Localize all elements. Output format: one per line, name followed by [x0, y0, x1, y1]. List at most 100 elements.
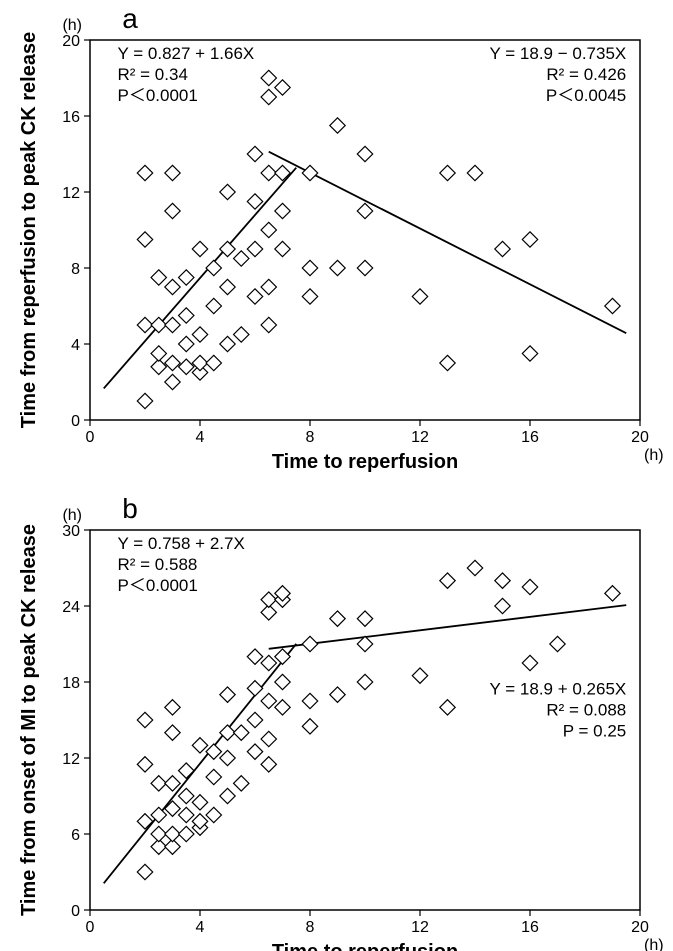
- data-point: [467, 165, 482, 180]
- data-point: [234, 327, 249, 342]
- data-point: [275, 586, 290, 601]
- x-tick-label: 16: [521, 429, 539, 446]
- data-point: [275, 649, 290, 664]
- data-point: [165, 317, 180, 332]
- regression-line: [269, 152, 627, 333]
- data-point: [275, 165, 290, 180]
- data-point: [151, 776, 166, 791]
- data-point: [206, 744, 221, 759]
- data-point: [137, 317, 152, 332]
- data-point: [302, 636, 317, 651]
- x-unit-label: (h): [644, 937, 664, 951]
- data-point: [357, 611, 372, 626]
- x-tick-label: 20: [631, 919, 649, 936]
- data-point: [165, 700, 180, 715]
- y-tick-label: 12: [62, 185, 80, 202]
- data-point: [412, 668, 427, 683]
- data-point: [165, 801, 180, 816]
- data-point: [247, 241, 262, 256]
- y-tick-label: 12: [62, 751, 80, 768]
- x-tick-label: 8: [306, 919, 315, 936]
- x-axis-label: Time to reperfusion: [272, 451, 458, 473]
- data-point: [151, 317, 166, 332]
- data-point: [179, 308, 194, 323]
- data-point: [179, 826, 194, 841]
- data-point: [275, 241, 290, 256]
- y-unit-label: (h): [62, 17, 82, 34]
- x-tick-label: 4: [196, 919, 205, 936]
- data-point: [261, 89, 276, 104]
- data-point: [192, 795, 207, 810]
- data-point: [179, 788, 194, 803]
- data-point: [302, 289, 317, 304]
- y-tick-label: 20: [62, 33, 80, 50]
- data-point: [275, 700, 290, 715]
- y-tick-label: 0: [71, 413, 80, 430]
- data-point: [206, 769, 221, 784]
- equation-text: R² = 0.588: [118, 555, 198, 574]
- data-point: [261, 165, 276, 180]
- data-point: [192, 738, 207, 753]
- data-point: [522, 346, 537, 361]
- data-point: [261, 279, 276, 294]
- data-point: [261, 605, 276, 620]
- data-point: [522, 655, 537, 670]
- data-point: [192, 814, 207, 829]
- data-point: [440, 700, 455, 715]
- data-point: [220, 279, 235, 294]
- data-point: [495, 573, 510, 588]
- data-point: [220, 725, 235, 740]
- data-point: [275, 203, 290, 218]
- data-point: [220, 750, 235, 765]
- y-tick-label: 24: [62, 599, 80, 616]
- data-point: [357, 636, 372, 651]
- data-point: [261, 317, 276, 332]
- y-unit-label: (h): [62, 507, 82, 524]
- data-point: [275, 674, 290, 689]
- x-tick-label: 12: [411, 919, 429, 936]
- figure: 048121620048121620Time to reperfusionTim…: [0, 0, 673, 951]
- data-point: [220, 788, 235, 803]
- data-point: [302, 260, 317, 275]
- data-point: [495, 598, 510, 613]
- data-point: [137, 814, 152, 829]
- data-point: [151, 270, 166, 285]
- data-point: [192, 820, 207, 835]
- data-point: [192, 365, 207, 380]
- data-point: [275, 592, 290, 607]
- y-tick-label: 0: [71, 903, 80, 920]
- data-point: [605, 586, 620, 601]
- data-point: [330, 118, 345, 133]
- data-point: [412, 289, 427, 304]
- data-point: [192, 241, 207, 256]
- y-tick-label: 30: [62, 523, 80, 540]
- data-point: [330, 260, 345, 275]
- data-point: [151, 359, 166, 374]
- y-tick-label: 16: [62, 109, 80, 126]
- data-point: [357, 146, 372, 161]
- data-point: [247, 146, 262, 161]
- data-point: [165, 203, 180, 218]
- data-point: [137, 393, 152, 408]
- y-tick-label: 4: [71, 337, 80, 354]
- x-axis-label: Time to reperfusion: [272, 941, 458, 951]
- data-point: [220, 184, 235, 199]
- y-tick-label: 6: [71, 827, 80, 844]
- data-point: [179, 359, 194, 374]
- plot-area: [90, 530, 640, 910]
- data-point: [330, 687, 345, 702]
- data-point: [137, 165, 152, 180]
- data-point: [151, 839, 166, 854]
- data-point: [302, 693, 317, 708]
- data-point: [550, 636, 565, 651]
- equation-text: Y = 18.9 − 0.735X: [490, 44, 627, 63]
- data-point: [137, 864, 152, 879]
- data-point: [330, 611, 345, 626]
- data-point: [179, 270, 194, 285]
- data-point: [302, 719, 317, 734]
- data-point: [522, 579, 537, 594]
- panel-letter: a: [122, 3, 138, 34]
- data-point: [165, 776, 180, 791]
- data-point: [137, 232, 152, 247]
- data-point: [234, 251, 249, 266]
